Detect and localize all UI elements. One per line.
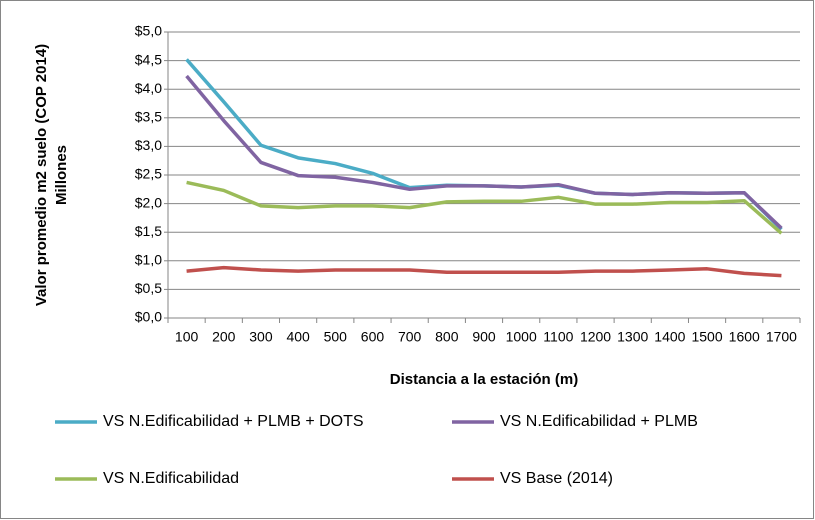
y-tick-label: $2,0 <box>135 194 162 210</box>
x-tick-label: 1500 <box>691 329 722 345</box>
x-tick-label: 400 <box>286 329 310 345</box>
y-tick-label: $4,0 <box>135 80 162 96</box>
series-line <box>186 265 782 278</box>
x-tick-label: 1600 <box>729 329 760 345</box>
y-tick-label: $1,0 <box>135 252 162 268</box>
x-tick-label: 300 <box>249 329 273 345</box>
x-tick-label: 100 <box>175 329 199 345</box>
x-tick-label: 500 <box>324 329 348 345</box>
series-line <box>185 74 783 230</box>
series-line <box>186 180 783 235</box>
x-axis-title: Distancia a la estación (m) <box>390 371 578 388</box>
y-tick-label: $0,0 <box>135 309 162 325</box>
y-axis-title: Valor promedio m2 suelo (COP 2014) <box>33 44 50 306</box>
x-tick-label: 1300 <box>617 329 648 345</box>
x-tick-label: 700 <box>398 329 422 345</box>
y-axis-unit: Millones <box>53 145 70 205</box>
y-tick-label: $2,5 <box>135 166 162 182</box>
x-tick-label: 1100 <box>543 329 573 345</box>
x-tick-label: 1000 <box>506 329 537 345</box>
y-tick-label: $4,5 <box>135 51 162 67</box>
legend-label: VS N.Edificabilidad + PLMB + DOTS <box>103 413 364 430</box>
y-tick-label: $1,5 <box>135 223 162 239</box>
x-tick-label: 900 <box>472 329 496 345</box>
x-tick-label: 600 <box>361 329 385 345</box>
x-tick-label: 800 <box>435 329 459 345</box>
x-tick-label: 1400 <box>654 329 685 345</box>
x-tick-label: 200 <box>212 329 236 345</box>
x-tick-label: 1200 <box>580 329 611 345</box>
y-tick-label: $3,5 <box>135 109 162 125</box>
x-tick-label: 1700 <box>766 329 797 345</box>
legend-label: VS Base (2014) <box>500 470 613 487</box>
legend-label: VS N.Edificabilidad + PLMB <box>500 413 698 430</box>
y-tick-label: $5,0 <box>135 23 162 39</box>
y-tick-label: $0,5 <box>135 280 162 296</box>
legend-label: VS N.Edificabilidad <box>103 470 239 487</box>
y-tick-label: $3,0 <box>135 137 162 153</box>
